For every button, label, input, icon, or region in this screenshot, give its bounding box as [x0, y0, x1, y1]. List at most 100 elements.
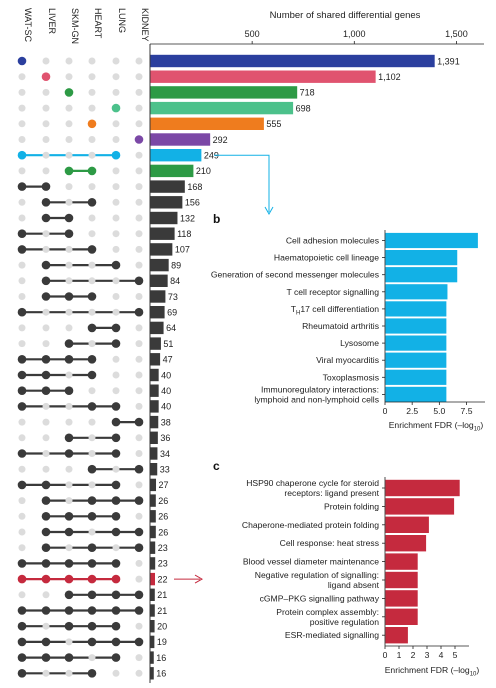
set-dot-active: [111, 402, 121, 411]
intersection-bar: [150, 478, 157, 492]
set-dot-active: [87, 669, 97, 678]
intersection-bar: [150, 525, 156, 539]
set-dot-active: [87, 370, 97, 380]
bar-value-label: 210: [196, 166, 211, 176]
set-dot-active: [64, 449, 74, 458]
set-dot-inactive: [18, 277, 26, 285]
set-dot-inactive: [88, 230, 96, 238]
set-dot-inactive: [112, 136, 120, 143]
category-label: TH17 cell differentiation: [291, 304, 379, 317]
set-dot-active: [87, 355, 97, 364]
set-dot-inactive: [135, 371, 143, 379]
enrichment-bar: [385, 553, 418, 570]
set-dot-active: [64, 229, 74, 238]
panel-x-tick-label: 2: [411, 650, 416, 660]
set-dot-inactive: [112, 544, 120, 552]
bar-value-label: 36: [160, 433, 170, 443]
set-dot-active: [87, 559, 97, 568]
category-label: Rheumatoid arthritis: [302, 321, 379, 331]
set-dot-inactive: [135, 622, 143, 630]
set-dot-inactive: [88, 434, 96, 442]
set-dot-inactive: [65, 418, 73, 426]
set-dot-inactive: [65, 73, 73, 81]
set-dot-active: [41, 355, 51, 364]
enrichment-bar: [385, 267, 458, 283]
set-dot-active: [111, 512, 121, 521]
set-dot-inactive: [42, 167, 50, 175]
panel-x-axis-label: Enrichment FDR (–log10): [389, 420, 484, 433]
set-dot-inactive: [135, 151, 143, 159]
category-label: ligand absent: [328, 580, 380, 590]
panel-b: b Cell adhesion molecules Haematopoietic c…: [211, 212, 485, 433]
enrichment-bar: [385, 318, 447, 334]
set-dot-inactive: [65, 669, 73, 677]
set-dot-inactive: [88, 136, 96, 143]
set-dot-inactive: [42, 418, 50, 426]
bar-value-label: 40: [161, 402, 171, 412]
set-dot-active: [87, 574, 97, 584]
set-dot-inactive: [88, 450, 96, 457]
set-dot-active: [64, 166, 74, 176]
set-dot-inactive: [18, 88, 26, 96]
category-label: Viral myocarditis: [316, 355, 379, 365]
set-dot-active: [111, 637, 121, 647]
bar-value-label: 20: [157, 622, 167, 632]
panel-x-tick-label: 3: [425, 650, 430, 660]
set-dot-active: [41, 386, 51, 396]
set-dot-inactive: [135, 88, 143, 96]
set-dot-active: [41, 72, 51, 81]
set-dot-active: [41, 637, 51, 647]
set-dot-active: [87, 245, 97, 254]
set-dot-active: [41, 276, 51, 286]
enrichment-bar: [385, 535, 427, 552]
enrichment-bar: [385, 590, 418, 607]
enrichment-bar: [385, 301, 447, 317]
bar-value-label: 132: [180, 213, 195, 223]
set-dot-inactive: [65, 324, 73, 332]
set-dot-inactive: [112, 183, 120, 191]
set-dot-inactive: [42, 591, 50, 599]
set-dot-inactive: [42, 622, 50, 630]
set-dot-inactive: [88, 528, 96, 536]
set-dot-inactive: [135, 245, 143, 253]
enrichment-bar: [385, 627, 408, 644]
set-dot-active: [64, 213, 74, 223]
enrichment-bar: [385, 498, 455, 515]
bar-value-label: 51: [163, 339, 173, 349]
bar-value-label: 84: [170, 276, 180, 286]
intersection-bar: [150, 101, 294, 115]
set-dot-inactive: [42, 151, 50, 159]
set-dot-inactive: [135, 450, 143, 457]
set-dot-inactive: [65, 277, 73, 285]
set-dot-active: [17, 182, 27, 191]
set-dot-inactive: [65, 308, 73, 316]
set-dot-inactive: [18, 167, 26, 175]
panel-label: b: [213, 212, 220, 226]
set-dot-inactive: [42, 402, 50, 410]
set-dot-active: [134, 637, 144, 647]
category-label: ESR-mediated signalling: [285, 630, 379, 640]
set-dot-inactive: [65, 183, 73, 191]
set-dot-inactive: [65, 371, 73, 379]
category-label: Protein complex assembly:: [276, 607, 379, 617]
set-dot-active: [64, 621, 74, 631]
set-dot-inactive: [135, 73, 143, 81]
category-label: lymphoid and non-lymphoid cells: [254, 394, 379, 404]
set-dot-inactive: [65, 104, 73, 112]
set-dot-inactive: [112, 308, 120, 316]
intersection-bar: [150, 400, 159, 413]
set-dot-inactive: [42, 450, 50, 457]
set-dot-inactive: [135, 198, 143, 206]
set-dot-active: [87, 606, 97, 615]
bar-value-label: 16: [156, 653, 166, 663]
set-dot-inactive: [135, 104, 143, 112]
category-label: Negative regulation of signalling:: [255, 570, 379, 580]
bar-value-label: 1,102: [378, 72, 401, 82]
x-tick-label: 1,500: [445, 29, 468, 39]
set-dot-inactive: [42, 57, 50, 65]
set-dot-active: [87, 464, 97, 474]
set-dot-active: [87, 512, 97, 521]
set-dot-active: [64, 512, 74, 521]
set-dot-inactive: [18, 261, 26, 269]
